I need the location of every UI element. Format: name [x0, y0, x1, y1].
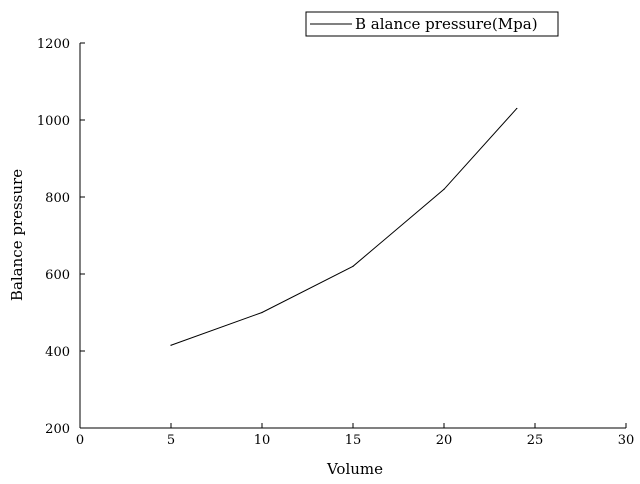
data-point [352, 265, 354, 267]
series-layer [170, 107, 518, 346]
x-tick-label: 10 [254, 433, 271, 448]
x-tick-label: 25 [527, 433, 544, 448]
legend-label: B alance pressure(Mpa) [355, 15, 538, 33]
series-line [170, 108, 518, 346]
x-axis-title: Volume [326, 460, 383, 478]
x-tick-label: 15 [345, 433, 362, 448]
x-tick-label: 5 [167, 433, 175, 448]
legend: B alance pressure(Mpa) [305, 11, 559, 37]
x-axis-ticks: 0 5 10 15 20 25 30 [76, 423, 634, 448]
data-point [170, 344, 172, 346]
y-tick-label: 400 [45, 345, 70, 360]
y-tick-label: 1000 [37, 114, 70, 129]
x-tick-label: 30 [618, 433, 635, 448]
x-tick-label: 0 [76, 433, 84, 448]
y-tick-label: 200 [45, 422, 70, 437]
x-tick-label: 20 [436, 433, 453, 448]
data-point [443, 188, 445, 190]
data-point [516, 107, 518, 110]
data-point [261, 311, 263, 314]
y-tick-label: 800 [45, 191, 70, 206]
y-axis-ticks: 200 400 600 800 1000 1200 [37, 37, 85, 437]
y-tick-label: 1200 [37, 37, 70, 52]
y-axis-title: Balance pressure [8, 169, 26, 301]
y-tick-label: 600 [45, 268, 70, 283]
axes [79, 43, 626, 429]
